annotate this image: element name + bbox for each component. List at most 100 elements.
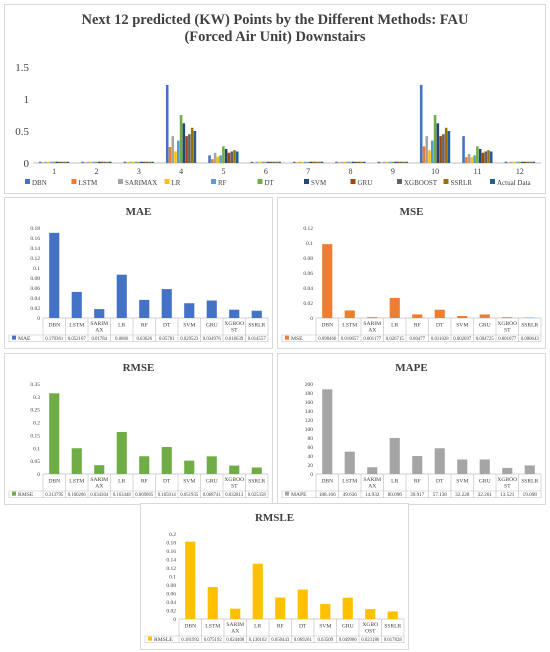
bar-rf-9	[388, 161, 392, 163]
bar-lr-9	[385, 161, 389, 163]
main-x-tick-label: 3	[137, 167, 141, 176]
rmse-value-label-rf: 0.069065	[135, 493, 154, 498]
legend-label-rf: RF	[218, 179, 227, 187]
bar-actual-data-11	[489, 151, 493, 163]
bar-lstm-12	[507, 162, 510, 163]
bar-sarimax-6	[256, 161, 259, 163]
bar-ssrlr-9	[402, 161, 406, 163]
mse-value-label-gru: 0.004725	[476, 337, 495, 342]
rmse-x-tick-label-lstm: LSTM	[69, 479, 84, 485]
rmsle-bar-svm	[320, 604, 331, 619]
mse-x-tick-label-dbn: DBN	[321, 323, 333, 329]
bar-dt-5	[222, 146, 225, 163]
mape-bar-rf	[412, 456, 423, 474]
rmse-x-tick-label-xgboo-st: XGBOO ST	[224, 477, 244, 490]
bar-actual-data-4	[193, 131, 197, 163]
rmse-x-tick-label-rf: RF	[141, 479, 148, 485]
bar-ssrlr-3	[148, 161, 152, 163]
rmse-bar-lr	[116, 431, 127, 474]
bar-ssrlr-10	[444, 127, 448, 163]
mape-x-tick-label-svm: SVM	[456, 479, 468, 485]
bar-dt-6	[264, 161, 268, 163]
main-y-tick-label: 1.5	[15, 62, 29, 74]
rmse-bar-dbn	[49, 393, 60, 474]
mse-chart: MSE 0 0.02 0.04 0.06 0.08 0.1 0.12 DBN LSTM SARIM A…	[281, 206, 542, 343]
bar-lstm-1	[41, 162, 45, 163]
rmse-value-label-lr: 0.163448	[113, 493, 132, 498]
bar-ssrlr-12	[529, 161, 533, 163]
rmse-y-tick-label: 0.15	[30, 433, 40, 439]
bar-gru-3	[142, 161, 146, 163]
bar-sarimax-7	[298, 161, 302, 163]
bar-lr-2	[89, 161, 93, 163]
bar-dt-2	[95, 161, 98, 163]
rmse-y-tick-label: 0.25	[30, 408, 40, 414]
mae-x-tick-label-lr: LR	[118, 323, 125, 329]
mae-value-label-svm: 0.029523	[180, 337, 199, 342]
legend-label-sarimax: SARIMAX	[125, 179, 157, 187]
mse-value-label-rf: 0.00477	[409, 337, 425, 342]
bar-dbn-7	[292, 161, 296, 163]
rmse-bar-dt	[161, 446, 172, 474]
mse-value-label-sarim-ax: 0.001177	[363, 337, 381, 342]
bar-dt-10	[433, 115, 437, 163]
bar-lr-5	[216, 156, 220, 163]
legend-label-dt: DT	[265, 179, 275, 187]
bar-xgboost-9	[399, 161, 403, 163]
rmsle-value-label-dt: 0.069261	[294, 638, 313, 643]
mape-chart-panel: MAPE 0 20 40 60 80 100 120 140 160 180 200 DBN LSTM SA…	[277, 353, 546, 505]
rmsle-value-label-gru: 0.049986	[339, 638, 358, 643]
rmse-x-tick-label-sarim-ax: SARIM AX	[90, 477, 108, 490]
bar-sarimax-9	[383, 161, 386, 163]
bar-xgboost-10	[442, 134, 445, 163]
main-y-tick-label: 0.5	[15, 126, 29, 138]
mae-x-tick-label-gru: GRU	[206, 323, 218, 329]
bar-ssrlr-7	[317, 161, 321, 163]
bar-svm-5	[224, 148, 228, 163]
mae-value-label-ssrlr: 0.014557	[248, 337, 267, 342]
legend-swatch-ssrlr	[443, 179, 449, 184]
rmsle-bar-xgbo-ost	[365, 609, 376, 619]
rmsle-x-tick-label-lstm: LSTM	[205, 624, 220, 630]
mape-x-tick-label-lr: LR	[391, 479, 398, 485]
rmse-x-tick-label-ssrlr: SSRLR	[248, 479, 265, 485]
mae-bar-xgboo-st	[229, 309, 240, 318]
bar-xgboost-4	[188, 134, 191, 163]
bar-actual-data-2	[108, 161, 112, 163]
rmsle-x-tick-label-ssrlr: SSRLR	[384, 624, 401, 630]
legend-swatch-lstm	[71, 179, 77, 184]
bar-sarimax-8	[340, 161, 344, 163]
main-chart-panel: Next 12 predicted (KW) Points by the Dif…	[4, 4, 546, 194]
mape-value-label-xgboo-st: 13.521	[500, 492, 515, 498]
mae-value-label-lstm: 0.052167	[68, 337, 87, 342]
rmse-bar-svm	[184, 460, 195, 474]
mse-x-tick-label-dt: DT	[436, 323, 444, 329]
mse-bar-rf	[412, 314, 423, 318]
bar-actual-data-7	[320, 161, 324, 163]
legend-swatch-actual-data	[490, 179, 495, 184]
legend-label-actual-data: Actual Data	[497, 179, 532, 187]
mae-x-tick-label-dbn: DBN	[48, 323, 60, 329]
mape-y-tick-label: 160	[305, 400, 314, 406]
rmse-bar-rf	[139, 456, 150, 474]
mape-data-table-grid	[281, 474, 542, 499]
bar-lstm-4	[168, 147, 172, 163]
mse-bar-lr	[389, 297, 400, 318]
mse-x-tick-label-rf: RF	[414, 323, 421, 329]
mae-chart: MAE 0 0.02 0.04 0.06 0.08 0.1 0.12 0.14 0.16 0.18 D…	[8, 206, 269, 343]
mse-data-table-grid	[281, 318, 542, 343]
rmse-x-tick-label-gru: GRU	[206, 479, 218, 485]
mse-x-tick-label-xgboo-st: XGBOO ST	[497, 321, 517, 334]
mse-y-tick-label: 0.1	[306, 241, 313, 247]
mse-x-tick-label-lstm: LSTM	[342, 323, 357, 329]
mape-value-label-dbn: 188.166	[319, 492, 336, 498]
rmse-value-label-ssrlr: 0.025358	[248, 493, 267, 498]
legend-label-ssrlr: SSRLR	[451, 179, 473, 187]
mse-y-tick-label: 0.06	[303, 271, 313, 277]
mape-value-label-gru: 32.261	[478, 492, 493, 498]
mape-value-label-rf: 39.917	[410, 492, 425, 498]
bar-gru-10	[439, 136, 442, 163]
mae-x-tick-label-sarim-ax: SARIM AX	[90, 321, 108, 334]
bar-lstm-11	[465, 157, 468, 163]
rmsle-y-tick-label: 0.02	[166, 609, 176, 615]
